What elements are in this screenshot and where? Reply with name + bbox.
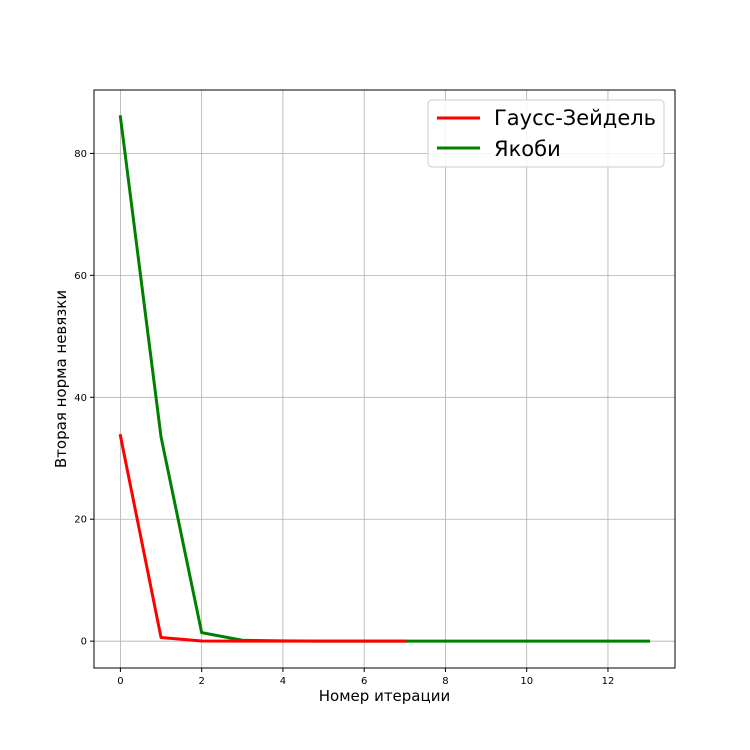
x-tick-label: 6 — [361, 676, 367, 687]
y-tick-label: 0 — [81, 637, 87, 648]
y-axis-label: Вторая норма невязки — [52, 290, 70, 468]
y-tick-label: 20 — [74, 515, 87, 526]
y-tick-label: 80 — [74, 149, 87, 160]
legend-label-gauss-seidel: Гаусс-Зейдель — [494, 106, 656, 130]
y-tick-label: 40 — [74, 393, 87, 404]
legend: Гаусс-Зейдель Якоби — [427, 99, 665, 168]
x-tick-label: 2 — [198, 676, 204, 687]
tick-layer: 0 2 4 6 8 10 12 0 20 40 60 80 — [74, 149, 614, 687]
series-line-gauss-seidel — [118, 433, 407, 643]
plot-area-frame — [93, 89, 676, 669]
x-tick-label: 4 — [280, 676, 286, 687]
x-axis-label: Номер итерации — [319, 687, 450, 705]
x-tick-label: 12 — [602, 676, 615, 687]
series-line-jacobi — [118, 115, 651, 643]
x-tick-label: 0 — [117, 676, 123, 687]
legend-box — [427, 99, 665, 168]
x-tick-label: 8 — [442, 676, 448, 687]
y-tick-label: 60 — [74, 271, 87, 282]
grid-layer — [94, 90, 675, 668]
series-layer — [118, 115, 651, 643]
x-tick-label: 10 — [520, 676, 533, 687]
legend-label-jacobi: Якоби — [494, 137, 561, 161]
